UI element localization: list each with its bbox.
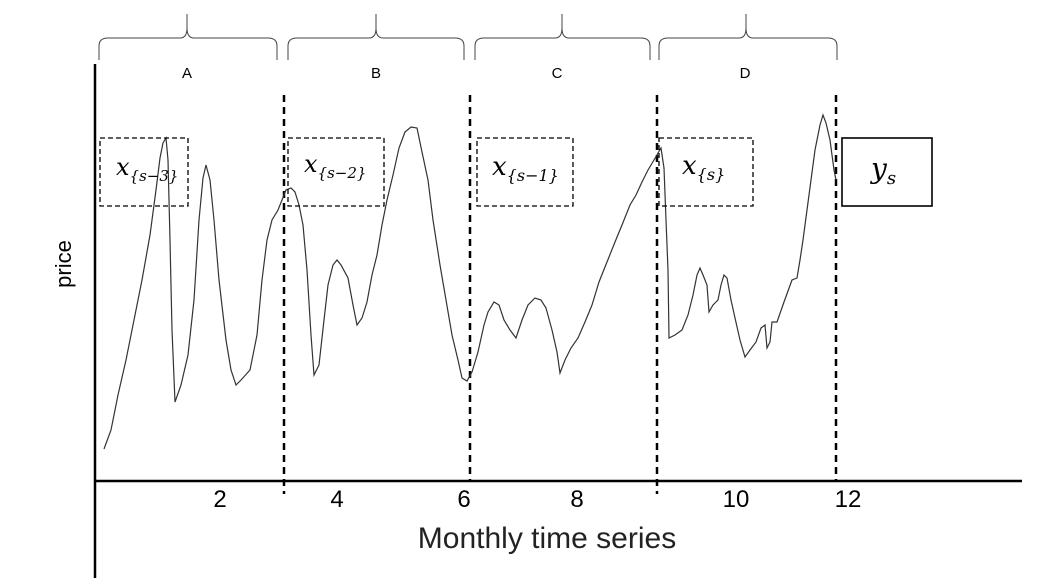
x-tick-label: 6	[457, 486, 470, 513]
window-label-a: x{s−3}	[116, 153, 178, 185]
window-label-c: x{s−1}	[492, 152, 559, 185]
brace-c	[474, 14, 651, 60]
segment-label-b: B	[371, 65, 381, 82]
x-axis-title: Monthly time series	[418, 522, 676, 555]
brace-a	[98, 14, 278, 60]
window-label-d: x{s}	[682, 151, 725, 184]
target-box	[841, 137, 933, 207]
x-tick-label: 4	[330, 486, 343, 513]
target-label: ys	[869, 152, 896, 189]
window-box-c	[476, 137, 574, 207]
x-tick-label: 12	[835, 486, 862, 513]
price-series-line	[103, 113, 837, 450]
x-tick-label: 8	[570, 486, 583, 513]
segment-label-a: A	[182, 65, 192, 82]
segment-label-d: D	[740, 65, 751, 82]
window-box-a	[99, 137, 189, 207]
window-label-b: x{s−2}	[304, 150, 366, 182]
x-tick-label: 2	[213, 486, 226, 513]
y-axis-title: price	[51, 240, 76, 288]
x-tick-label: 10	[723, 486, 750, 513]
window-box-d	[658, 137, 754, 207]
window-box-b	[287, 137, 385, 207]
brace-b	[287, 14, 465, 60]
brace-d	[658, 14, 838, 60]
segment-label-c: C	[552, 65, 563, 82]
